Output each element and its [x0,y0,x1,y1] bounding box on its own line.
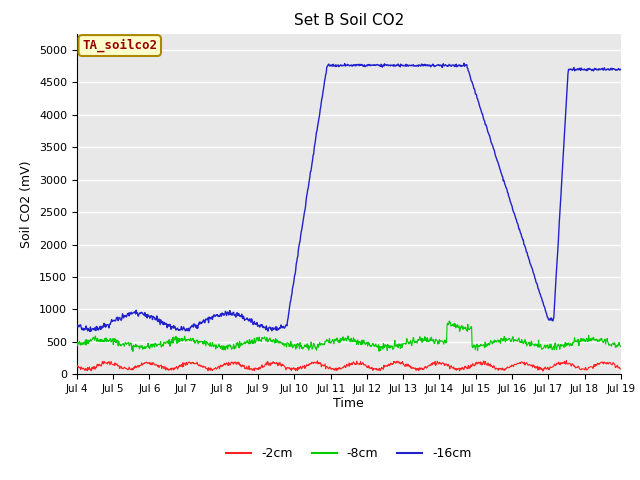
X-axis label: Time: Time [333,397,364,410]
Legend: -2cm, -8cm, -16cm: -2cm, -8cm, -16cm [221,442,476,465]
Y-axis label: Soil CO2 (mV): Soil CO2 (mV) [20,160,33,248]
Text: TA_soilco2: TA_soilco2 [82,39,157,52]
Title: Set B Soil CO2: Set B Soil CO2 [294,13,404,28]
